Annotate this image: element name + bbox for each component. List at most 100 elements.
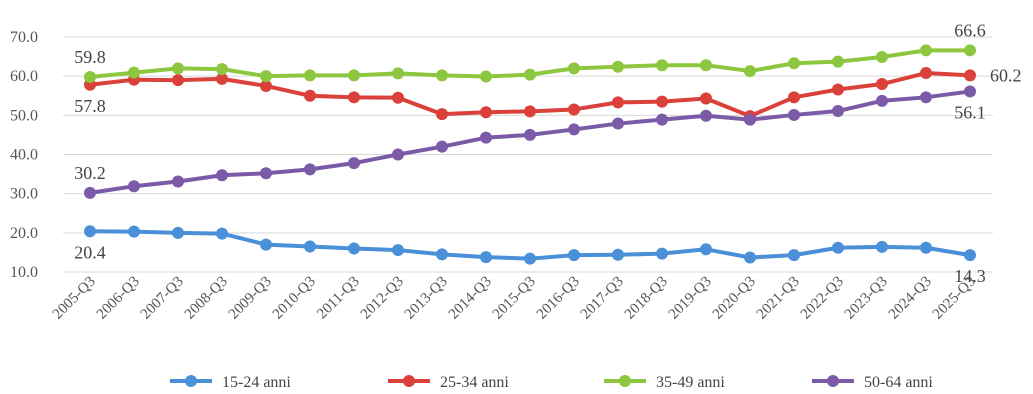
- data-point: [216, 72, 228, 85]
- data-point: [216, 63, 228, 76]
- data-point: [260, 79, 272, 92]
- data-point: [84, 225, 96, 238]
- data-point: [172, 74, 184, 87]
- data-point: [920, 44, 932, 57]
- data-point: [392, 91, 404, 104]
- y-tick-label: 30.0: [10, 186, 38, 203]
- data-point: [788, 57, 800, 70]
- x-tick-label: 2013-Q3: [402, 274, 451, 323]
- legend-label: 25-34 anni: [440, 374, 509, 391]
- data-point: [348, 157, 360, 170]
- data-point: [568, 103, 580, 116]
- data-point: [480, 131, 492, 144]
- data-point: [172, 175, 184, 188]
- data-point: [436, 108, 448, 121]
- data-point: [216, 227, 228, 240]
- data-point: [700, 243, 712, 256]
- legend-marker: [827, 375, 839, 387]
- data-point: [964, 249, 976, 262]
- legend-label: 50-64 anni: [864, 374, 933, 391]
- data-point: [568, 249, 580, 262]
- data-label: 59.8: [74, 47, 106, 67]
- data-point: [876, 94, 888, 107]
- data-point: [172, 226, 184, 239]
- data-point: [788, 249, 800, 262]
- data-point: [744, 65, 756, 78]
- x-tick-label: 2009-Q3: [226, 274, 275, 323]
- data-label: 14.3: [954, 266, 986, 286]
- x-tick-label: 2010-Q3: [270, 274, 319, 323]
- x-tick-label: 2014-Q3: [446, 274, 495, 323]
- x-tick-label: 2008-Q3: [182, 274, 231, 323]
- x-tick-label: 2022-Q3: [798, 274, 847, 323]
- data-point: [436, 140, 448, 153]
- data-point: [612, 96, 624, 109]
- data-point: [260, 238, 272, 251]
- data-point: [788, 91, 800, 104]
- data-point: [524, 68, 536, 81]
- legend-marker: [403, 375, 415, 387]
- x-axis: 2005-Q32006-Q32007-Q32008-Q32009-Q32010-…: [50, 274, 979, 323]
- data-point: [84, 186, 96, 199]
- data-point: [920, 241, 932, 254]
- y-tick-label: 20.0: [10, 225, 38, 242]
- data-point: [348, 91, 360, 104]
- x-tick-label: 2011-Q3: [314, 274, 363, 323]
- data-point: [128, 225, 140, 238]
- data-point: [832, 83, 844, 96]
- data-point: [656, 59, 668, 72]
- data-point: [612, 248, 624, 261]
- data-point: [304, 89, 316, 102]
- data-point: [304, 163, 316, 176]
- x-tick-label: 2018-Q3: [622, 274, 671, 323]
- data-point: [260, 70, 272, 83]
- data-point: [304, 240, 316, 253]
- y-tick-label: 70.0: [10, 29, 38, 46]
- x-tick-label: 2007-Q3: [138, 274, 187, 323]
- data-label: 20.4: [74, 242, 106, 262]
- data-point: [788, 108, 800, 121]
- y-tick-label: 10.0: [10, 264, 38, 281]
- data-point: [964, 85, 976, 98]
- data-point: [568, 62, 580, 75]
- x-tick-label: 2015-Q3: [490, 274, 539, 323]
- data-point: [656, 113, 668, 126]
- x-tick-label: 2006-Q3: [94, 274, 143, 323]
- data-point: [612, 60, 624, 73]
- data-point: [700, 109, 712, 122]
- data-point: [832, 241, 844, 254]
- x-tick-label: 2019-Q3: [666, 274, 715, 323]
- data-point: [348, 69, 360, 82]
- data-point: [128, 180, 140, 193]
- data-point: [964, 69, 976, 82]
- data-point: [436, 248, 448, 261]
- x-tick-label: 2020-Q3: [710, 274, 759, 323]
- y-tick-label: 40.0: [10, 147, 38, 164]
- data-point: [392, 67, 404, 80]
- series-lines: [84, 44, 976, 265]
- legend-label: 35-49 anni: [656, 374, 725, 391]
- data-point: [832, 55, 844, 68]
- data-point: [744, 113, 756, 126]
- x-tick-label: 2024-Q3: [886, 274, 935, 323]
- data-point: [304, 69, 316, 82]
- data-point: [128, 66, 140, 79]
- data-point: [524, 128, 536, 141]
- legend-marker: [185, 375, 197, 387]
- data-labels: 59.8 57.8 30.2 20.4 66.6 60.256.1 14.3: [74, 20, 1021, 286]
- y-axis: 10.0 20.0 30.0 40.0 50.0 60.0 70.0: [10, 29, 38, 281]
- x-tick-label: 2016-Q3: [534, 274, 583, 323]
- data-point: [612, 117, 624, 130]
- x-tick-label: 2012-Q3: [358, 274, 407, 323]
- data-point: [656, 95, 668, 108]
- data-point: [436, 69, 448, 82]
- data-point: [700, 59, 712, 72]
- legend-marker: [619, 375, 631, 387]
- data-point: [216, 169, 228, 182]
- y-tick-label: 60.0: [10, 68, 38, 85]
- data-point: [568, 123, 580, 136]
- data-point: [392, 244, 404, 257]
- data-point: [920, 91, 932, 104]
- data-label: 60.2: [990, 65, 1022, 85]
- x-tick-label: 2023-Q3: [842, 274, 891, 323]
